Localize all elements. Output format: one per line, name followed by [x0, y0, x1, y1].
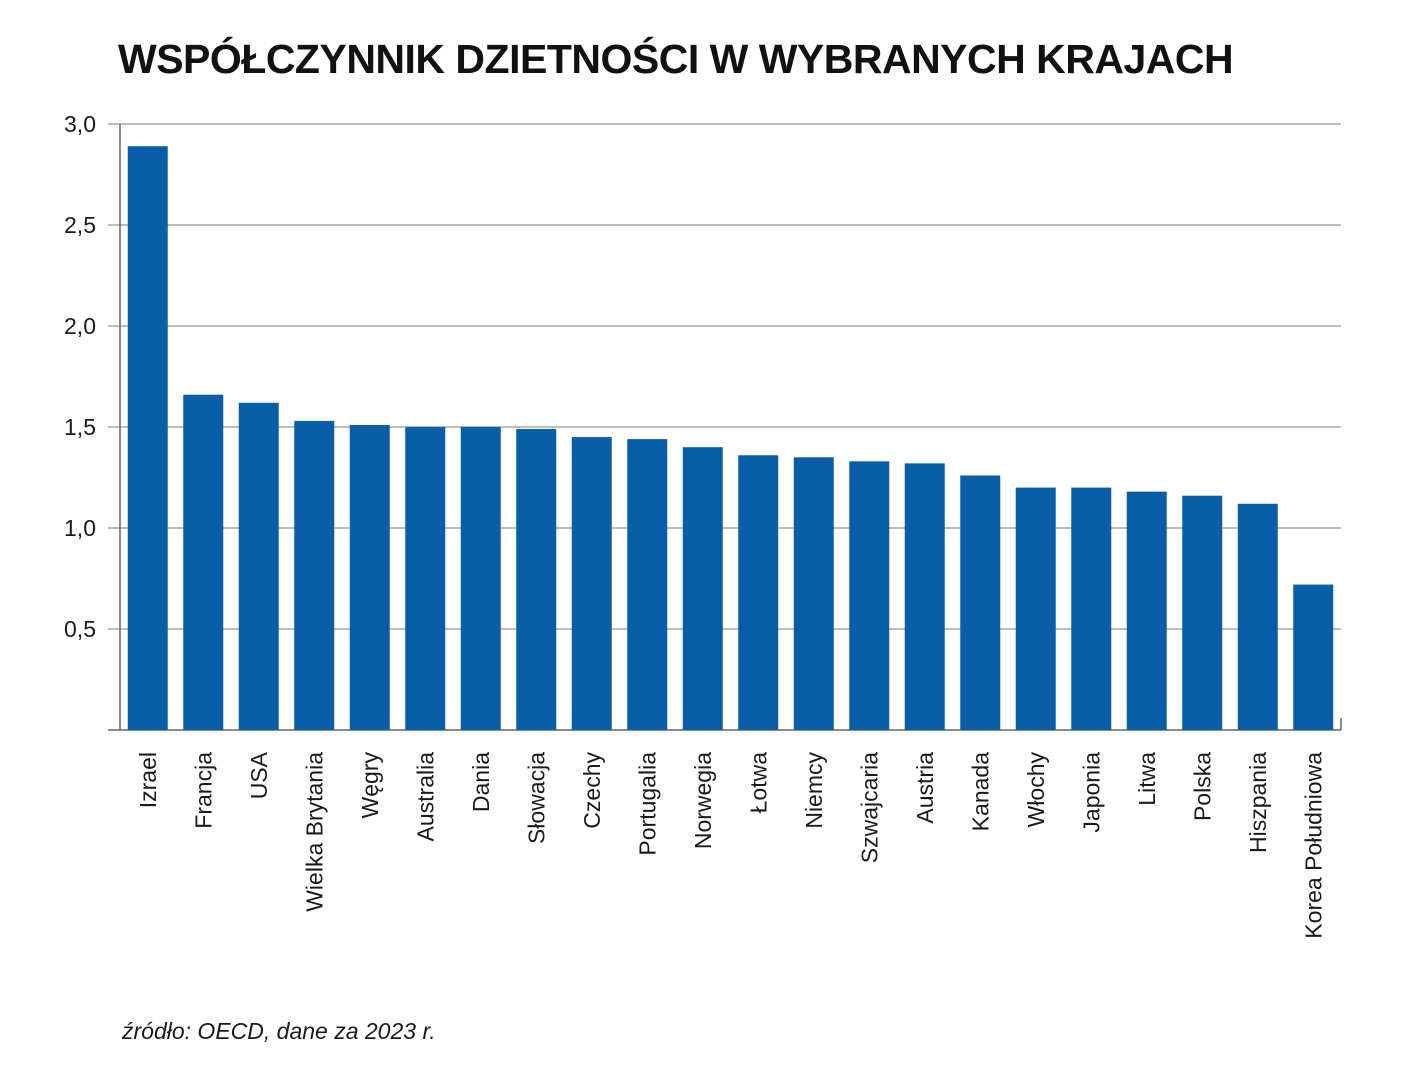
- x-category-label: Japonia: [1078, 752, 1104, 833]
- y-tick-label: 0,5: [64, 616, 96, 642]
- x-category-label: Litwa: [1134, 752, 1160, 806]
- x-category-label: Włochy: [1023, 752, 1049, 828]
- bar: [1293, 584, 1334, 730]
- bar: [738, 455, 779, 730]
- bar: [460, 427, 501, 730]
- x-category-label: Korea Południowa: [1300, 752, 1326, 939]
- bar: [349, 424, 390, 730]
- bar: [127, 146, 168, 731]
- x-category-label: Niemcy: [801, 752, 827, 829]
- bar: [1015, 487, 1056, 730]
- x-category-label: Szwajcaria: [856, 752, 882, 863]
- x-category-label: Słowacja: [523, 752, 549, 844]
- x-category-label: Norwegia: [690, 752, 716, 849]
- x-category-label: Kanada: [967, 752, 993, 832]
- bar: [904, 463, 945, 730]
- bar: [238, 402, 279, 730]
- y-tick-label: 3,0: [64, 111, 96, 137]
- x-category-label: Dania: [468, 752, 494, 812]
- x-category-label: Francja: [190, 752, 216, 829]
- x-category-label: Australia: [412, 752, 438, 842]
- y-tick-label: 1,0: [64, 515, 96, 541]
- chart-title: WSPÓŁCZYNNIK DZIETNOŚCI W WYBRANYCH KRAJ…: [118, 36, 1234, 82]
- bar: [960, 475, 1001, 730]
- x-category-label: Izrael: [135, 752, 161, 808]
- x-category-label: USA: [246, 751, 272, 799]
- bar: [571, 437, 612, 730]
- bar: [1071, 487, 1112, 730]
- bar: [183, 394, 224, 730]
- x-category-label: Wielka Brytania: [301, 752, 327, 912]
- x-category-label: Czechy: [579, 752, 605, 829]
- bar: [682, 447, 723, 730]
- y-tick-label: 2,5: [64, 212, 96, 238]
- bar: [1237, 503, 1278, 730]
- y-tick-label: 2,0: [64, 313, 96, 339]
- y-tick-label: 1,5: [64, 414, 96, 440]
- bar: [793, 457, 834, 730]
- bar: [516, 429, 557, 730]
- bar-chart: 0,5 1,0 1,5 2,0 2,5 3,0 Izrael Francja USA Wielka…: [64, 111, 1342, 939]
- x-category-label: Hiszpania: [1245, 752, 1271, 853]
- x-category-label: Polska: [1189, 752, 1215, 821]
- x-category-label: Węgry: [357, 752, 383, 819]
- bar: [1182, 495, 1223, 730]
- bar: [627, 439, 668, 730]
- bar: [1126, 491, 1167, 730]
- x-category-label: Łotwa: [745, 752, 771, 814]
- x-category-label: Austria: [912, 752, 938, 824]
- bar: [294, 420, 335, 730]
- source-note: źródło: OECD, dane za 2023 r.: [122, 1018, 436, 1044]
- x-category-label: Portugalia: [634, 752, 660, 856]
- bar: [849, 461, 890, 730]
- bar: [405, 427, 446, 730]
